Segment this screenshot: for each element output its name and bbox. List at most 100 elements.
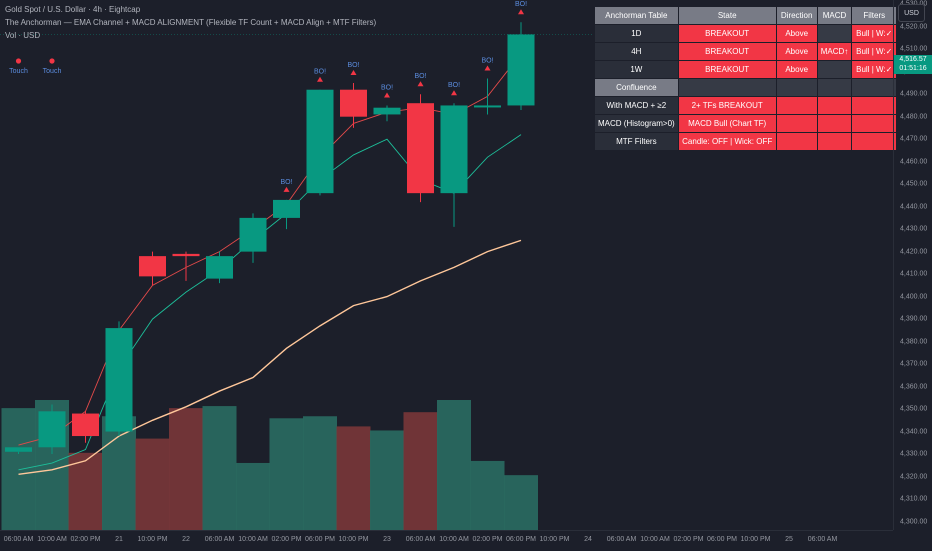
signal-label: BO! bbox=[481, 57, 493, 64]
empty-cell bbox=[775, 132, 818, 151]
price-tick: 4,420.00 bbox=[900, 248, 928, 256]
volume-bar bbox=[202, 406, 237, 530]
last-price-label: 4,516.57 01:51:16 bbox=[894, 55, 932, 74]
direction-cell: Above bbox=[775, 24, 818, 43]
candle-body bbox=[306, 89, 334, 194]
indicator-legend[interactable]: The Anchorman — EMA Channel + MACD ALIGN… bbox=[5, 18, 377, 27]
candle-body bbox=[105, 328, 133, 432]
time-tick: 10:00 PM bbox=[137, 536, 168, 543]
time-axis[interactable]: 06:00 AM 10:00 AM 02:00 PM 21 10:00 PM 22 06:0… bbox=[0, 530, 893, 551]
volume-bar bbox=[470, 460, 505, 530]
price-tick: 4,430.00 bbox=[900, 225, 928, 233]
time-tick: 10:00 PM bbox=[740, 536, 771, 543]
signal-label: BO! bbox=[515, 1, 527, 8]
anchorman-table: Anchorman Table State Direction MACD Fil… bbox=[594, 6, 898, 151]
price-tick: 4,490.00 bbox=[900, 90, 928, 98]
price-tick: 4,450.00 bbox=[900, 180, 928, 188]
time-tick: 25 bbox=[785, 536, 793, 543]
time-tick: 24 bbox=[584, 536, 592, 543]
empty-cell bbox=[851, 96, 898, 115]
candle-body bbox=[407, 103, 434, 194]
table-header: State bbox=[677, 6, 777, 25]
empty-cell bbox=[816, 96, 853, 115]
signal-arrow-icon bbox=[384, 92, 390, 98]
symbol-title[interactable]: Gold Spot / U.S. Dollar · 4h · Eightcap bbox=[5, 5, 141, 14]
empty-cell bbox=[851, 78, 898, 97]
volume-bar bbox=[236, 462, 270, 530]
price-tick: 4,350.00 bbox=[900, 405, 928, 413]
confluence-label: Confluence bbox=[594, 78, 679, 97]
table-row: 1D BREAKOUT Above Bull | W:✓ bbox=[594, 24, 898, 43]
empty-cell bbox=[816, 114, 853, 133]
filters-cell: Bull | W:✓ bbox=[851, 42, 898, 61]
currency-button[interactable]: USD bbox=[898, 4, 925, 22]
time-tick: 10:00 AM bbox=[238, 536, 268, 543]
price-tick: 4,510.00 bbox=[900, 45, 928, 53]
volume-bar bbox=[370, 430, 404, 530]
price-tick: 4,480.00 bbox=[900, 113, 928, 121]
volume-bar bbox=[169, 408, 203, 530]
tf-cell: 1D bbox=[594, 24, 679, 43]
signal-arrow-icon bbox=[451, 90, 457, 96]
candle-body bbox=[373, 107, 401, 115]
time-tick: 22 bbox=[182, 536, 190, 543]
signal-label: BO! bbox=[280, 179, 292, 186]
touch-marker-icon bbox=[15, 58, 22, 64]
volume-bar bbox=[336, 426, 371, 530]
state-cell: BREAKOUT bbox=[677, 24, 777, 43]
volume-bar bbox=[437, 400, 471, 530]
chart-area[interactable]: BO! BO! BO! BO! BO! BO! BO! BO! Touch Touch bbox=[0, 0, 893, 530]
empty-cell bbox=[775, 78, 818, 97]
price-tick: 4,320.00 bbox=[900, 473, 928, 481]
table-header: MACD bbox=[816, 6, 853, 25]
time-tick: 06:00 AM bbox=[405, 536, 436, 543]
candle-body bbox=[340, 89, 367, 117]
time-tick: 10:00 AM bbox=[37, 536, 67, 543]
time-tick: 10:00 PM bbox=[539, 536, 570, 543]
signal-arrow-icon bbox=[317, 76, 323, 82]
state-cell: BREAKOUT bbox=[677, 60, 777, 79]
volume-legend[interactable]: Vol · USD bbox=[5, 31, 41, 40]
signal-arrow-icon bbox=[518, 9, 524, 15]
price-tick: 4,460.00 bbox=[900, 158, 928, 166]
candle-body bbox=[474, 105, 501, 108]
empty-cell bbox=[851, 114, 898, 133]
table-header: Anchorman Table bbox=[594, 6, 679, 25]
time-tick: 06:00 PM bbox=[707, 536, 737, 543]
empty-cell bbox=[677, 78, 777, 97]
volume-bar bbox=[403, 412, 438, 530]
price-axis[interactable]: 4,300.00 4,310.00 4,320.00 4,330.00 4,340.00… bbox=[893, 0, 932, 530]
time-tick: 10:00 AM bbox=[439, 536, 469, 543]
touch-marker-icon bbox=[49, 58, 55, 64]
time-tick: 06:00 AM bbox=[807, 536, 838, 543]
ema-fast-line bbox=[18, 53, 522, 446]
candle-body bbox=[38, 411, 66, 448]
candle-body bbox=[440, 105, 468, 194]
confluence-row-label: MTF Filters bbox=[594, 132, 679, 151]
volume-bar bbox=[303, 416, 337, 530]
price-tick: 4,360.00 bbox=[900, 383, 928, 391]
candle-body bbox=[206, 256, 233, 279]
table-row: 4H BREAKOUT Above MACD↑ Bull | W:✓ bbox=[594, 42, 898, 61]
candle-body bbox=[507, 34, 535, 106]
time-tick: 23 bbox=[383, 536, 391, 543]
table-header: Filters bbox=[851, 6, 898, 25]
signal-label: BO! bbox=[381, 84, 393, 91]
candle-body bbox=[239, 217, 267, 252]
price-tick: 4,410.00 bbox=[900, 270, 928, 278]
time-tick: 06:00 PM bbox=[305, 536, 335, 543]
signal-label: BO! bbox=[414, 73, 426, 80]
empty-cell bbox=[816, 132, 853, 151]
confluence-row: MACD (Histogram>0) MACD Bull (Chart TF) bbox=[594, 114, 898, 133]
price-tick: 4,390.00 bbox=[900, 315, 928, 323]
empty-cell bbox=[851, 132, 898, 151]
ema-mid-line bbox=[18, 134, 522, 471]
signal-label: BO! bbox=[448, 82, 460, 89]
price-chart[interactable]: BO! BO! BO! BO! BO! BO! BO! BO! Touch Touch bbox=[0, 0, 893, 530]
confluence-row-label: With MACD + ≥2 bbox=[594, 96, 679, 115]
confluence-row-value: Candle: OFF | Wick: OFF bbox=[677, 132, 777, 151]
candle-body bbox=[72, 413, 99, 437]
signal-arrow-icon bbox=[417, 81, 424, 87]
price-tick: 4,400.00 bbox=[900, 293, 928, 301]
signal-arrow-icon bbox=[350, 69, 357, 75]
